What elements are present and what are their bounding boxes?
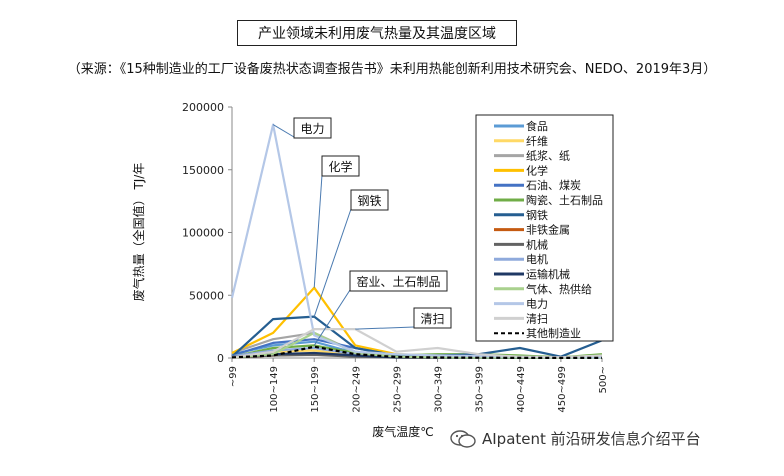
annotation-label: 电力	[300, 122, 324, 136]
annotation-label: 清扫	[420, 312, 444, 326]
legend-label: 化学	[526, 163, 548, 177]
legend-label: 电机	[526, 252, 548, 266]
annotation-box	[293, 117, 332, 139]
annotation-label: 钢铁	[357, 194, 381, 208]
annotation-pointer	[313, 208, 352, 317]
y-tick-label: 100000	[182, 227, 224, 240]
series-line	[231, 345, 602, 359]
legend-label: 石油、煤炭	[526, 178, 581, 192]
x-tick-label: 350~399	[475, 366, 486, 413]
annotation-pointer	[355, 326, 415, 330]
legend-label: 气体、热供给	[526, 282, 592, 296]
annotation-box	[413, 307, 452, 329]
annotation-pointer	[313, 174, 323, 288]
annotation-box	[321, 155, 360, 177]
x-tick-label: 150~199	[310, 366, 321, 413]
x-tick-label: 500~	[598, 366, 609, 393]
y-axis-label: 废气热量（全国值） TJ/年	[131, 163, 146, 302]
x-tick-label: 400~449	[516, 366, 527, 413]
x-tick-label: 450~499	[557, 366, 568, 413]
chart-source: （来源：《15种制造业的工厂设备废热状态调查报告书》未利用热能创新利用技术研究会…	[67, 62, 717, 77]
y-tick-label: 0	[217, 352, 224, 365]
watermark: AIpatent 前沿研发信息介绍平台	[450, 428, 701, 449]
legend-label: 陶瓷、土石制品	[526, 193, 603, 207]
y-tick-label: 50000	[189, 289, 224, 302]
x-tick-label: ~99	[228, 366, 239, 387]
chart-title: 产业领域未利用废气热量及其温度区域	[237, 20, 517, 46]
annotation-box	[349, 270, 448, 292]
legend-label: 其他制造业	[526, 326, 581, 340]
y-tick-label: 200000	[182, 101, 224, 114]
x-axis-label: 废气温度℃	[372, 424, 433, 439]
y-tick-label: 150000	[182, 164, 224, 177]
x-tick-label: 300~349	[434, 366, 445, 413]
watermark-text: AIpatent 前沿研发信息介绍平台	[482, 430, 701, 448]
annotation-pointer	[272, 124, 295, 138]
legend-label: 运输机械	[526, 267, 570, 281]
x-tick-label: 250~299	[392, 366, 403, 413]
annotation-box	[350, 189, 389, 211]
legend-label: 食品	[526, 119, 548, 133]
annotation-label: 化学	[328, 159, 352, 174]
x-tick-label: 100~149	[269, 366, 280, 413]
legend-label: 非铁金属	[526, 223, 570, 237]
legend-label: 清扫	[526, 312, 548, 325]
annotation-label: 窑业、土石制品	[356, 274, 440, 289]
x-tick-label: 200~249	[351, 366, 362, 413]
legend-label: 纤维	[526, 135, 548, 148]
annotation-pointer	[313, 289, 351, 346]
legend-label: 电力	[526, 298, 548, 311]
legend-label: 钢铁	[526, 209, 548, 222]
legend-label: 纸浆、纸	[526, 149, 570, 163]
legend-label: 机械	[526, 237, 548, 251]
wechat-icon	[450, 429, 476, 448]
